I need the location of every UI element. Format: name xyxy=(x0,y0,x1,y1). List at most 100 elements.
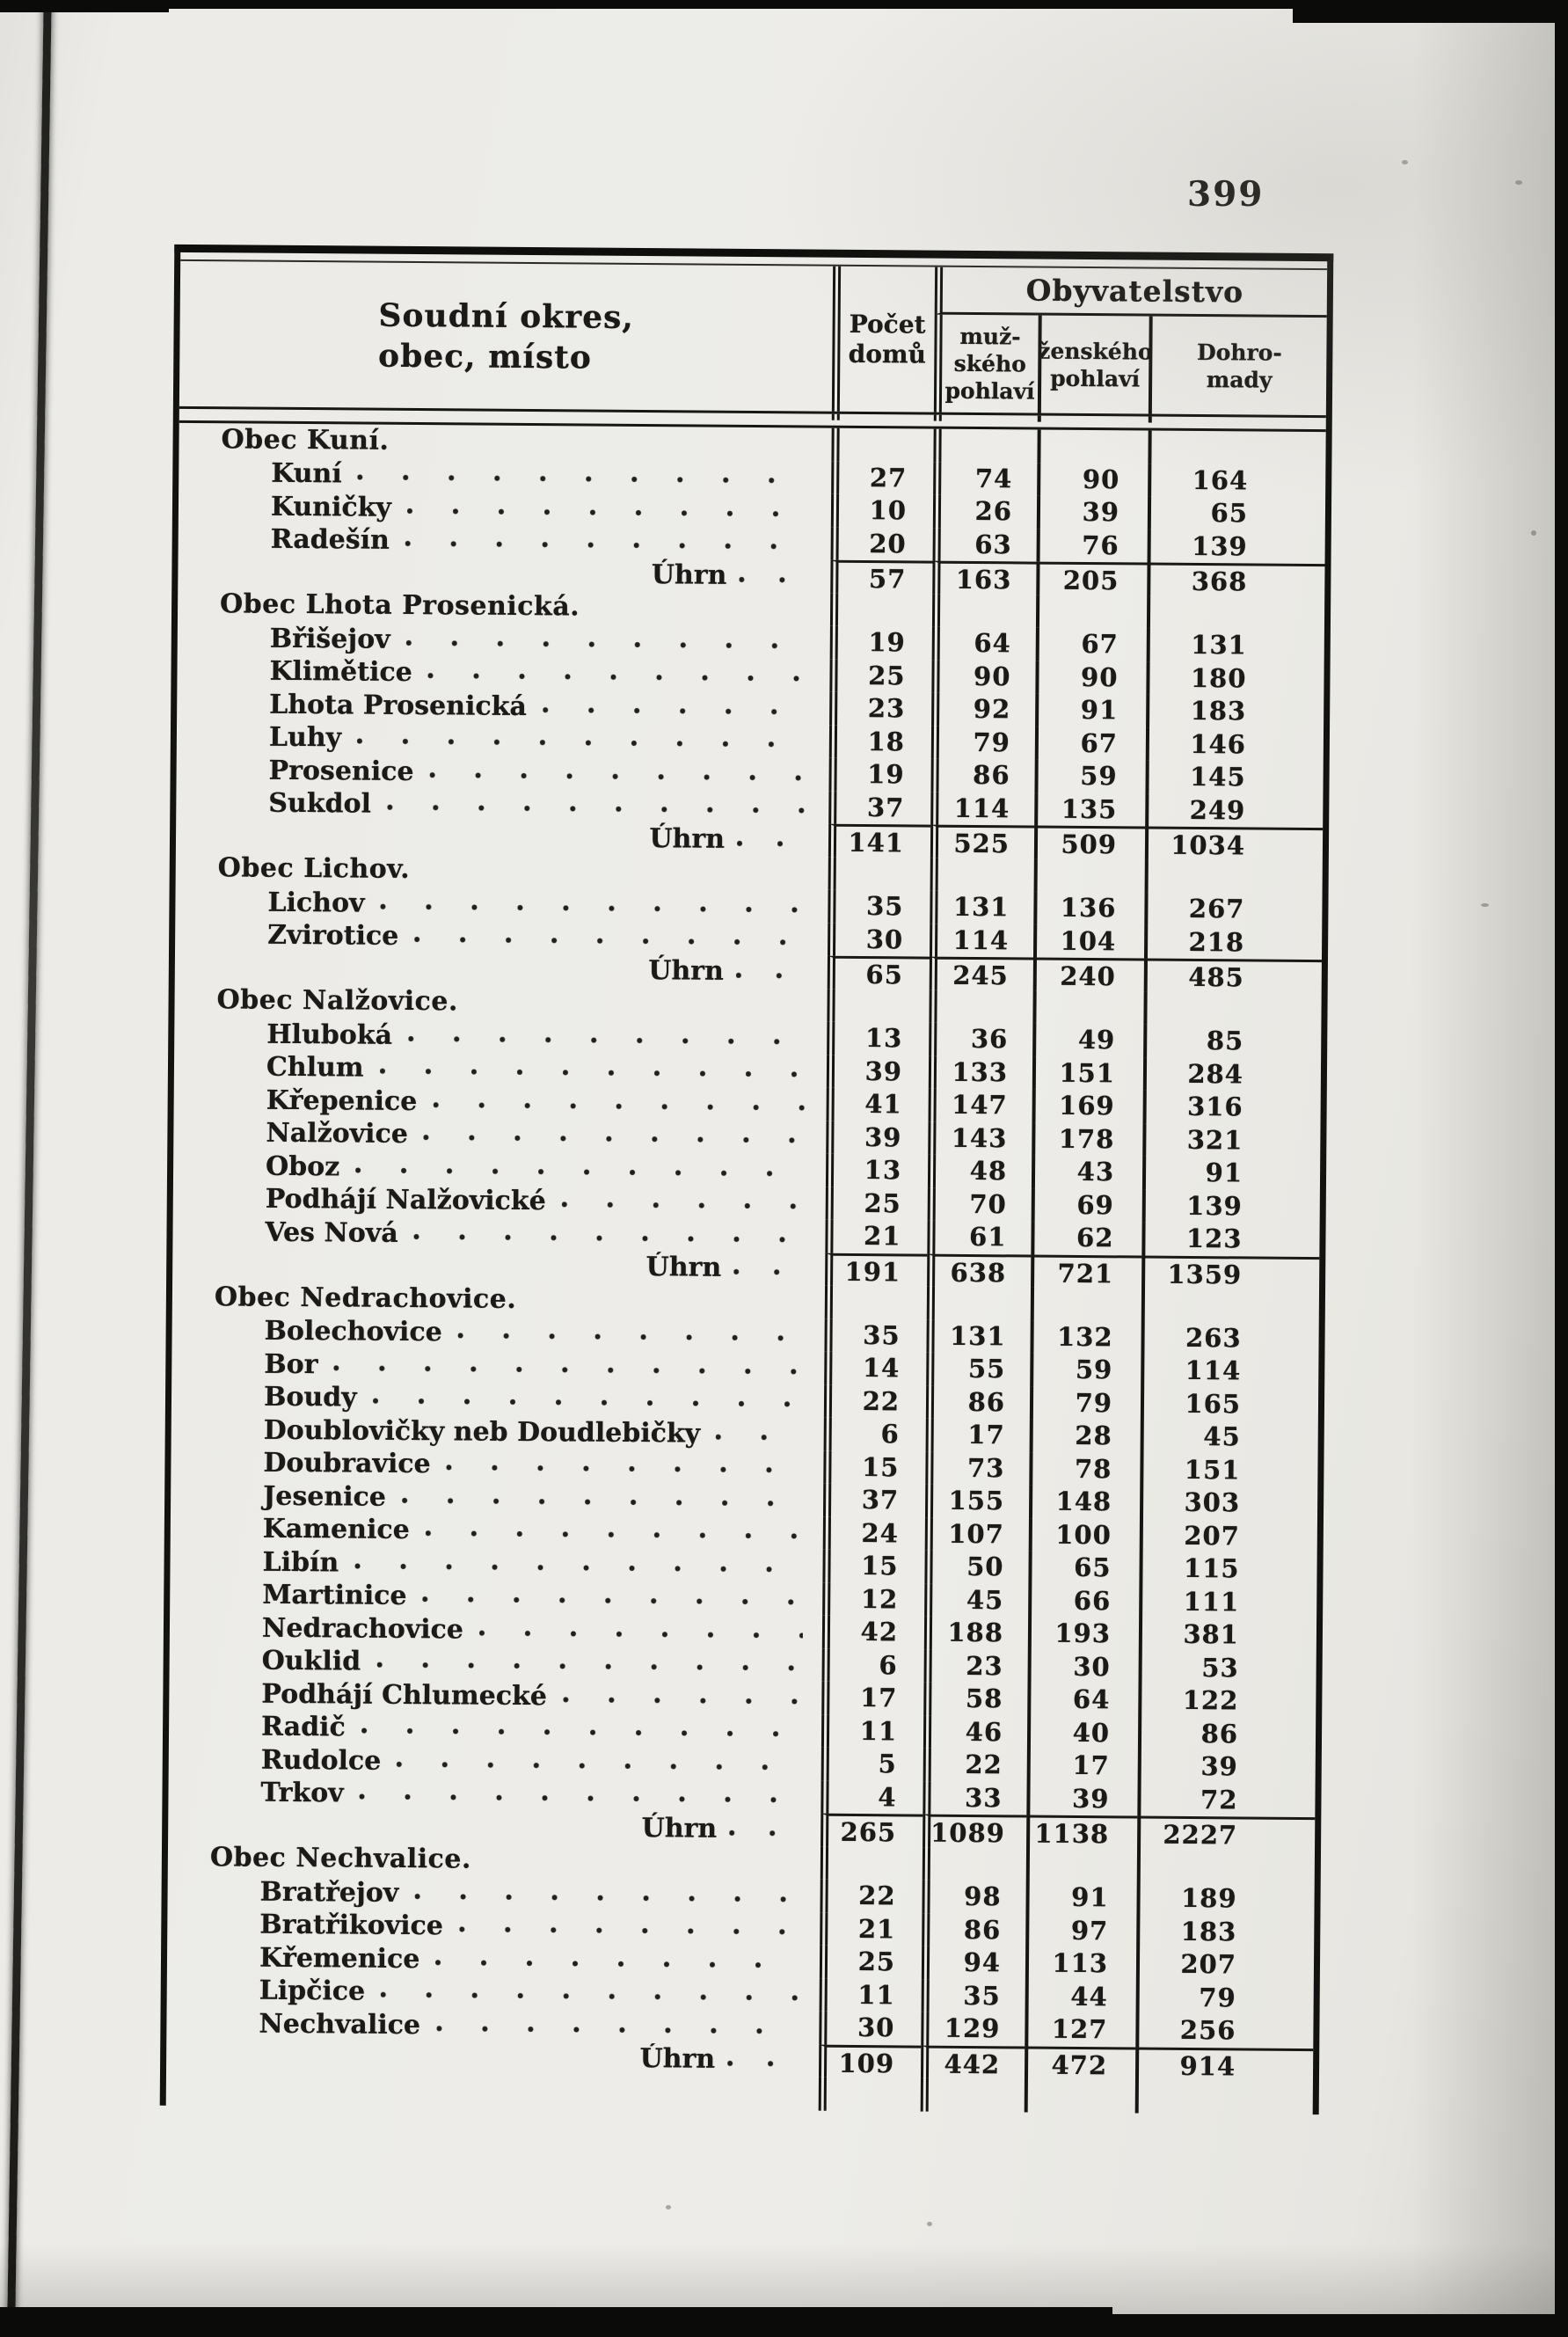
place-name: Kamenice xyxy=(262,1513,410,1546)
male-value: 86 xyxy=(925,1385,1031,1420)
male-value: 98 xyxy=(922,1880,1026,1915)
houses-value: 25 xyxy=(825,1187,928,1221)
male-value: 79 xyxy=(930,726,1036,760)
place-name: Prosenice xyxy=(268,755,414,787)
scan-edge-bottom xyxy=(0,2314,1568,2337)
female-value xyxy=(1035,595,1148,629)
houses-value: 21 xyxy=(825,1219,928,1254)
place-name: Lichov xyxy=(267,887,365,919)
male-value: 90 xyxy=(931,660,1036,694)
male-value: 1089 xyxy=(923,1814,1027,1848)
total-value: 151 xyxy=(1140,1453,1318,1488)
row-place-label: Bratřejov xyxy=(167,1874,820,1912)
section-title: Obec Kuní. xyxy=(221,424,390,456)
dot-leader xyxy=(386,800,810,817)
houses-value: 37 xyxy=(822,1483,926,1518)
place-name: Sukdol xyxy=(268,787,372,820)
female-value: 28 xyxy=(1029,1419,1141,1454)
houses-value: 22 xyxy=(823,1384,927,1419)
total-value: 65 xyxy=(1147,496,1326,531)
houses-value: 30 xyxy=(819,2011,922,2046)
female-value: 59 xyxy=(1034,759,1146,794)
total-value: 131 xyxy=(1146,628,1324,663)
header-male-column: muž- ského pohlaví xyxy=(933,314,1039,413)
scan-edge-right xyxy=(1555,0,1568,2337)
row-place-label: Klimětice xyxy=(177,654,829,691)
dot-leader xyxy=(433,1098,807,1114)
row-place-label: Nalžovice xyxy=(173,1115,826,1153)
row-place-label: Bratřikovice xyxy=(167,1907,820,1945)
place-name: Ouklid xyxy=(261,1645,361,1677)
female-value: 76 xyxy=(1036,529,1148,563)
female-value: 66 xyxy=(1028,1584,1140,1618)
row-place-label: Lichov xyxy=(175,885,828,923)
section-title: Obec Lhota Prosenická. xyxy=(219,588,580,623)
place-name: Nedrachovice xyxy=(261,1612,464,1645)
dot-leader xyxy=(397,1757,802,1774)
header-population-group: Obyvatelstvo xyxy=(934,267,1328,318)
houses-value: 17 xyxy=(821,1681,924,1716)
total-value: 218 xyxy=(1143,925,1323,960)
total-row-label: Úhrn xyxy=(651,559,727,591)
total-value: 303 xyxy=(1139,1486,1318,1521)
row-place-label: Jesenice xyxy=(171,1479,823,1516)
female-value: 205 xyxy=(1036,561,1148,595)
male-value: 26 xyxy=(932,494,1038,529)
table-trailing-space xyxy=(166,2072,819,2110)
total-value: 189 xyxy=(1136,1881,1315,1917)
row-place-label: Boudy xyxy=(171,1379,824,1417)
total-value: 39 xyxy=(1137,1749,1316,1785)
female-value: 62 xyxy=(1031,1221,1142,1256)
total-value: 1034 xyxy=(1144,826,1324,861)
total-value: 207 xyxy=(1135,1947,1315,1983)
row-uhrn-label: Úhrn xyxy=(172,1247,825,1285)
houses-value: 141 xyxy=(828,823,931,858)
houses-value: 65 xyxy=(827,955,930,990)
houses-value xyxy=(820,1846,923,1881)
row-place-label: Nedrachovice xyxy=(170,1610,822,1648)
place-name: Oboz xyxy=(265,1150,340,1182)
houses-value: 57 xyxy=(830,559,933,594)
female-value: 67 xyxy=(1035,627,1147,662)
houses-value: 21 xyxy=(820,1912,923,1946)
male-value: 133 xyxy=(928,1055,1033,1090)
female-value: 43 xyxy=(1031,1155,1143,1190)
houses-value xyxy=(827,989,930,1023)
total-row-label: Úhrn xyxy=(639,2043,716,2075)
female-value: 67 xyxy=(1034,727,1147,761)
total-value: 485 xyxy=(1143,958,1322,993)
female-value: 90 xyxy=(1035,661,1147,695)
total-value: 256 xyxy=(1135,2013,1314,2049)
row-place-label: Sukdol xyxy=(176,785,828,823)
male-value: 131 xyxy=(930,890,1034,925)
total-row-label: Úhrn xyxy=(645,1252,722,1284)
dot-leader xyxy=(405,537,812,553)
row-place-label: Libín xyxy=(170,1545,822,1582)
houses-value: 265 xyxy=(820,1813,923,1847)
page-number: 399 xyxy=(1187,174,1265,215)
row-place-label: Ves Nová xyxy=(172,1215,825,1252)
total-value: 164 xyxy=(1148,464,1326,499)
total-value: 146 xyxy=(1145,727,1324,763)
female-value: 113 xyxy=(1025,1946,1137,1982)
houses-value: 11 xyxy=(820,1714,924,1749)
female-value xyxy=(1037,429,1149,464)
dot-leader xyxy=(425,1527,804,1543)
male-value: 64 xyxy=(931,626,1036,661)
row-place-label: Podhájí Chlumecké xyxy=(169,1676,821,1714)
row-place-label: Nechvalice xyxy=(166,2006,819,2044)
dot-leader xyxy=(736,836,813,851)
female-value: 40 xyxy=(1026,1716,1139,1750)
table-body: Obec Kuní. Kuní 27 74 90 164 Kuničky 10 26 39 65 Ra… xyxy=(166,423,1326,2114)
male-value xyxy=(931,594,1037,628)
houses-value: 35 xyxy=(828,889,930,924)
dot-leader xyxy=(381,1988,800,2005)
total-value: 207 xyxy=(1139,1519,1317,1554)
male-value: 188 xyxy=(923,1616,1029,1651)
row-section-label: Obec Nechvalice. xyxy=(168,1841,820,1879)
place-name: Křepenice xyxy=(266,1085,418,1117)
dot-leader xyxy=(414,1889,801,1906)
table-trailing-space xyxy=(1024,2078,1135,2114)
table-trailing-space xyxy=(920,2078,1025,2113)
female-value: 69 xyxy=(1031,1188,1142,1223)
